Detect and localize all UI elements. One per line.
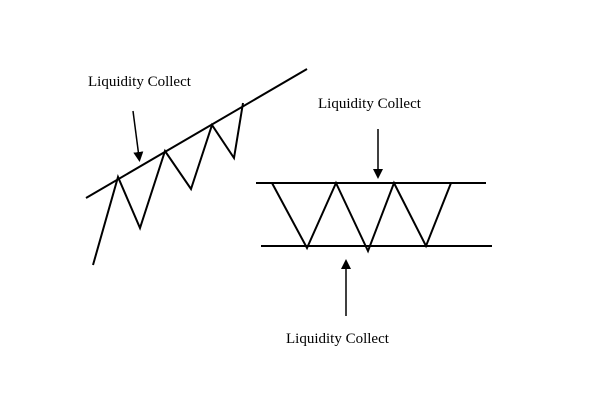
range-bottom-liquidity-label: Liquidity Collect xyxy=(286,331,389,347)
trend-price-path xyxy=(92,102,244,266)
range-top-liquidity-label: Liquidity Collect xyxy=(318,96,421,112)
range-price-path xyxy=(271,180,452,254)
trend-line xyxy=(85,68,308,199)
trend-arrow xyxy=(132,110,144,162)
trend-liquidity-label: Liquidity Collect xyxy=(88,74,191,90)
